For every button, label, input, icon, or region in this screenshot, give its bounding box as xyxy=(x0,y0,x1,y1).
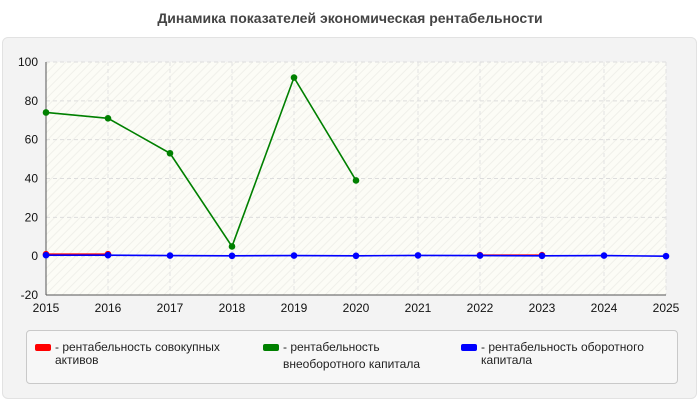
y-tick-label: 60 xyxy=(25,133,39,147)
data-point-2 xyxy=(476,252,484,259)
data-point-2 xyxy=(104,251,112,259)
legend-label-line: внеоборотного капитала xyxy=(283,357,420,371)
x-tick-label: 2024 xyxy=(591,301,618,315)
legend-label-line: - рентабельность совокупных xyxy=(55,340,220,354)
data-point-1 xyxy=(166,149,174,157)
plot-area: -20 0 20 40 60 80 100 2015 2016 2017 2018 2019 2020 2… xyxy=(18,55,680,315)
data-point-2 xyxy=(42,251,50,259)
legend-label-line: капитала xyxy=(481,353,533,367)
legend-swatch-blue xyxy=(461,344,477,351)
data-point-1 xyxy=(228,243,236,250)
legend-item-noncurrent-capital: - рентабельность внеоборотного капитала xyxy=(263,341,420,371)
legend-item-working-capital: - рентабельность оборотного капитала xyxy=(461,341,644,367)
data-point-2 xyxy=(352,252,360,260)
legend-label-line: активов xyxy=(55,353,99,367)
x-tick-label: 2018 xyxy=(219,301,246,315)
legend-swatch-red xyxy=(35,344,51,351)
x-tick-label: 2025 xyxy=(653,301,680,315)
x-tick-label: 2021 xyxy=(405,301,432,315)
data-point-2 xyxy=(290,252,298,259)
data-point-1 xyxy=(104,115,112,122)
legend-label-line: - рентабельность xyxy=(283,340,380,354)
x-tick-label: 2017 xyxy=(157,301,184,315)
tick-labels: -20 0 20 40 60 80 100 2015 2016 2017 2018 2019 2020 2… xyxy=(18,55,680,315)
x-tick-label: 2023 xyxy=(529,301,556,315)
x-tick-label: 2020 xyxy=(343,301,370,315)
legend-item-total-assets: - рентабельность совокупных активов xyxy=(35,341,220,367)
data-point-2 xyxy=(414,252,422,259)
data-point-1 xyxy=(352,177,360,184)
data-point-2 xyxy=(662,252,670,260)
x-tick-label: 2015 xyxy=(33,301,60,315)
y-tick-label: 20 xyxy=(25,210,39,224)
y-tick-label: 0 xyxy=(31,249,38,263)
data-point-2 xyxy=(166,252,174,259)
legend-swatch-green xyxy=(263,344,279,351)
series-line-1 xyxy=(45,75,357,249)
x-tick-label: 2022 xyxy=(467,301,494,315)
legend-label-line: - рентабельность оборотного xyxy=(481,340,644,354)
data-point-1 xyxy=(42,109,50,116)
data-point-1 xyxy=(290,74,298,81)
data-point-2 xyxy=(600,252,608,259)
y-tick-label: 100 xyxy=(18,55,38,69)
chart-title: Динамика показателей экономическая рента… xyxy=(157,10,543,26)
x-tick-label: 2019 xyxy=(281,301,308,315)
data-point-2 xyxy=(538,252,546,260)
data-point-2 xyxy=(228,252,236,260)
x-tick-label: 2016 xyxy=(95,301,122,315)
y-tick-label: 80 xyxy=(25,94,39,108)
y-tick-label: -20 xyxy=(21,288,39,302)
legend: - рентабельность совокупных активов - ре… xyxy=(26,330,678,384)
y-tick-label: 40 xyxy=(25,172,39,186)
series-group xyxy=(42,74,670,260)
